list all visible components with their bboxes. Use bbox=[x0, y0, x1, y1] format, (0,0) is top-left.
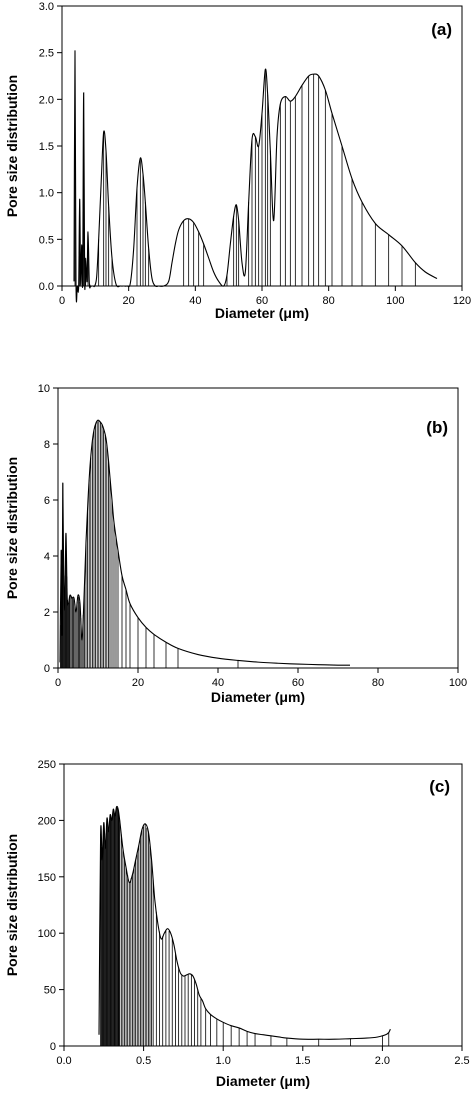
x-axis-title: Diameter (μm) bbox=[215, 305, 309, 321]
x-tick-label: 120 bbox=[453, 295, 471, 307]
x-tick-label: 2.0 bbox=[375, 1055, 390, 1067]
x-tick-label: 0 bbox=[59, 295, 65, 307]
drop-lines bbox=[100, 806, 390, 1046]
y-tick-label: 0 bbox=[44, 663, 50, 675]
x-axis-title: Diameter (μm) bbox=[216, 1073, 310, 1089]
y-axis-title: Pore size distribution bbox=[4, 834, 20, 976]
axis-ticks: 0 20 40 60 80 100 0 2 4 6 8 10 bbox=[38, 383, 467, 689]
y-tick-label: 6 bbox=[44, 495, 50, 507]
panel-label: (a) bbox=[431, 20, 452, 39]
x-tick-label: 0 bbox=[55, 677, 61, 689]
y-tick-label: 150 bbox=[38, 872, 56, 884]
y-tick-label: 1.5 bbox=[39, 141, 54, 153]
y-axis-title: Pore size distribution bbox=[4, 75, 20, 217]
x-tick-label: 60 bbox=[256, 295, 268, 307]
y-axis-title: Pore size distribution bbox=[4, 457, 20, 599]
y-tick-label: 8 bbox=[44, 439, 50, 451]
distribution-curve bbox=[98, 805, 391, 1040]
panel-b: 0 20 40 60 80 100 0 2 4 6 8 10 (b) Diameter (μm) Po… bbox=[4, 383, 467, 705]
y-tick-label: 0.5 bbox=[39, 234, 54, 246]
y-tick-label: 10 bbox=[38, 383, 50, 395]
y-tick-label: 2.5 bbox=[39, 48, 54, 60]
y-tick-label: 0.0 bbox=[39, 281, 54, 293]
y-tick-label: 250 bbox=[38, 759, 56, 771]
plot-frame bbox=[63, 763, 463, 1047]
x-tick-label: 2.5 bbox=[454, 1055, 469, 1067]
y-tick-label: 0 bbox=[50, 1041, 56, 1053]
x-tick-label: 60 bbox=[292, 677, 304, 689]
y-tick-label: 50 bbox=[44, 985, 56, 997]
drop-lines bbox=[74, 50, 416, 286]
x-tick-label: 100 bbox=[386, 295, 404, 307]
panel-label: (c) bbox=[429, 777, 450, 796]
distribution-curve bbox=[59, 419, 351, 666]
x-tick-label: 0.0 bbox=[56, 1055, 71, 1067]
x-tick-label: 40 bbox=[189, 295, 201, 307]
axis-ticks: 0 20 40 60 80 100 120 0.0 0.5 1.0 1.5 2.0 2.5 3.0 bbox=[39, 1, 471, 307]
panel-a: 0 20 40 60 80 100 120 0.0 0.5 1.0 1.5 2.0 2.5 3.0 (a)… bbox=[4, 1, 471, 321]
panel-c: 0.0 0.5 1.0 1.5 2.0 2.5 0 50 100 150 200 250 (c) Di… bbox=[4, 759, 470, 1089]
x-tick-label: 1.0 bbox=[216, 1055, 231, 1067]
x-tick-label: 20 bbox=[123, 295, 135, 307]
x-tick-label: 1.5 bbox=[295, 1055, 310, 1067]
x-tick-label: 40 bbox=[212, 677, 224, 689]
y-tick-label: 4 bbox=[44, 551, 50, 563]
y-tick-label: 2.0 bbox=[39, 94, 54, 106]
y-tick-label: 200 bbox=[38, 815, 56, 827]
x-tick-label: 20 bbox=[132, 677, 144, 689]
drop-lines bbox=[60, 420, 239, 668]
panel-label: (b) bbox=[426, 418, 448, 437]
x-tick-label: 80 bbox=[372, 677, 384, 689]
y-tick-label: 1.0 bbox=[39, 188, 54, 200]
x-tick-label: 100 bbox=[449, 677, 467, 689]
y-tick-label: 100 bbox=[38, 928, 56, 940]
x-axis-title: Diameter (μm) bbox=[211, 689, 305, 705]
axis-ticks: 0.0 0.5 1.0 1.5 2.0 2.5 0 50 100 150 200 250 bbox=[38, 759, 470, 1067]
x-tick-label: 80 bbox=[323, 295, 335, 307]
y-tick-label: 3.0 bbox=[39, 1, 54, 13]
y-tick-label: 2 bbox=[44, 607, 50, 619]
x-tick-label: 0.5 bbox=[136, 1055, 151, 1067]
distribution-curve bbox=[73, 50, 438, 303]
plot-frame bbox=[57, 387, 459, 669]
